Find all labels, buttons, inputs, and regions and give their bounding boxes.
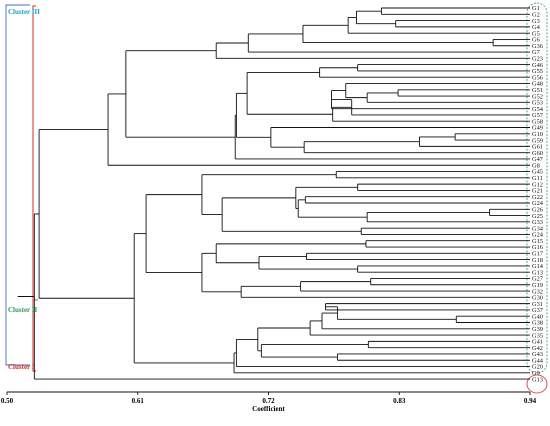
leaf-label: G24 [532, 200, 544, 207]
leaf-label: G58 [532, 118, 543, 125]
leaf-label: G5 [532, 30, 540, 37]
leaf-label: G37 [532, 307, 544, 314]
leaf-label: G35 [532, 332, 543, 339]
leaf-label: G11 [532, 175, 543, 182]
leaf-label: G57 [532, 112, 544, 119]
leaf-label: G43 [532, 351, 543, 358]
leaf-label: G53 [532, 100, 543, 107]
cluster-labels: Cluster III Cluster II Cluster I [8, 8, 40, 371]
cluster-i-ellipse [526, 374, 548, 394]
leaf-label: G23 [532, 56, 543, 63]
leaf-label: G30 [532, 295, 543, 302]
leaf-label: G36 [532, 43, 543, 50]
leaf-label: G52 [532, 93, 543, 100]
cluster-i-label: Cluster I [8, 363, 35, 371]
leaf-label: G14 [532, 263, 544, 270]
leaf-enclosure [526, 2, 548, 374]
leaf-label: G26 [532, 206, 543, 213]
leaf-label: G16 [532, 244, 543, 251]
leaf-label: G24 [532, 232, 544, 239]
leaf-label: G2 [532, 11, 540, 18]
leaf-label: G1 [532, 5, 540, 12]
leaf-label: G31 [532, 301, 543, 308]
leaf-label: G61 [532, 144, 543, 151]
leaf-label: G17 [532, 251, 544, 258]
leaf-label: G55 [532, 68, 543, 75]
leaf-label: G42 [532, 345, 543, 352]
dendrogram-tree [17, 7, 530, 380]
leaf-label: G20 [532, 364, 543, 371]
leaf-label: G54 [532, 106, 544, 113]
x-axis-tick-label: 0.61 [132, 397, 145, 405]
leaf-label: G12 [532, 181, 543, 188]
leaf-label: G41 [532, 339, 543, 346]
leaf-label: G44 [532, 357, 544, 364]
leaf-label: G13 [532, 376, 543, 383]
leaf-label: G40 [532, 313, 543, 320]
leaf-label: G48 [532, 81, 543, 88]
leaf-label: G45 [532, 169, 543, 176]
x-axis: 0.50 0.61 0.72 0.83 0.94 Coefficient [1, 391, 537, 413]
leaf-label: G9 [532, 370, 540, 377]
leaf-label: G18 [532, 257, 543, 264]
leaf-label: G3 [532, 18, 540, 25]
leaf-label: G19 [532, 282, 543, 289]
leaf-label: G60 [532, 150, 543, 157]
leaf-label: G47 [532, 156, 544, 163]
leaf-label: G8 [532, 162, 540, 169]
cluster-iii-bracket [5, 4, 30, 366]
leaf-label: G32 [532, 288, 543, 295]
leaf-label: G25 [532, 213, 543, 220]
leaf-label: G10 [532, 131, 543, 138]
leaf-label: G34 [532, 225, 544, 232]
x-axis-tick-label: 0.94 [524, 397, 537, 405]
leaf-label: G4 [532, 24, 541, 31]
leaf-label: G39 [532, 326, 543, 333]
cluster-ii-label: Cluster II [8, 306, 38, 314]
leaf-label: G15 [532, 238, 543, 245]
leaf-label: G7 [532, 49, 541, 56]
leaf-label: G27 [532, 276, 544, 283]
leaf-label: G59 [532, 137, 543, 144]
leaf-label: G6 [532, 37, 540, 44]
cluster-iii-label: Cluster III [8, 8, 40, 16]
leaf-label: G22 [532, 194, 543, 201]
leaf-label: G33 [532, 219, 543, 226]
x-axis-tick-label: 0.72 [262, 397, 275, 405]
leaf-label: G49 [532, 125, 543, 132]
x-axis-title: Coefficient [252, 405, 285, 413]
leaf-label: G38 [532, 320, 543, 327]
leaf-label: G46 [532, 62, 543, 69]
x-axis-tick-label: 0.50 [1, 397, 14, 405]
leaf-label: G51 [532, 87, 543, 94]
leaf-label: G13 [532, 269, 543, 276]
leaf-label: G21 [532, 188, 543, 195]
x-axis-tick-label: 0.83 [393, 397, 406, 405]
x-axis-ticks: 0.50 0.61 0.72 0.83 0.94 [1, 392, 537, 405]
leaf-label: G56 [532, 74, 543, 81]
leaf-labels: G1G2G3G4G5G6G36G7G23G46G55G56G48G51G52G5… [532, 5, 544, 383]
